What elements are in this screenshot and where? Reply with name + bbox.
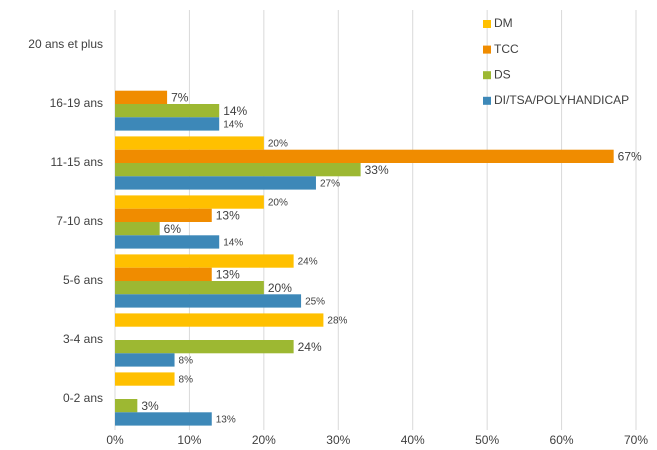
legend-swatch xyxy=(483,96,491,105)
legend-label: DI/TSA/POLYHANDICAP xyxy=(494,93,629,107)
data-label: 13% xyxy=(216,268,240,282)
y-tick-label: 5-6 ans xyxy=(63,273,103,287)
data-label: 6% xyxy=(164,222,182,236)
data-label: 28% xyxy=(327,316,347,327)
legend-label: TCC xyxy=(494,42,519,56)
data-label: 24% xyxy=(298,340,322,354)
bar xyxy=(115,254,294,268)
x-tick-label: 60% xyxy=(550,433,574,447)
bar xyxy=(115,313,324,327)
data-label: 25% xyxy=(305,297,325,308)
bar xyxy=(115,117,220,131)
bar xyxy=(115,136,264,150)
legend-swatch xyxy=(483,45,491,54)
y-tick-label: 7-10 ans xyxy=(56,214,103,228)
data-label: 13% xyxy=(216,209,240,223)
legend-label: DS xyxy=(494,67,511,81)
bar xyxy=(115,195,264,209)
bar xyxy=(115,176,316,190)
x-tick-label: 70% xyxy=(624,433,648,447)
y-tick-label: 11-15 ans xyxy=(51,155,103,169)
legend-swatch xyxy=(483,71,491,80)
bar xyxy=(115,149,614,163)
bar xyxy=(115,399,138,413)
bar xyxy=(115,281,264,295)
x-tick-label: 0% xyxy=(106,433,124,447)
y-tick-label: 20 ans et plus xyxy=(28,37,103,51)
data-label: 13% xyxy=(216,415,236,426)
bar xyxy=(115,340,294,354)
data-label: 14% xyxy=(223,120,243,131)
data-label: 8% xyxy=(179,375,194,386)
bar xyxy=(115,222,160,236)
bar xyxy=(115,267,212,281)
data-label: 20% xyxy=(268,281,292,295)
legend-label: DM xyxy=(494,16,513,30)
data-label: 7% xyxy=(171,91,189,105)
data-label: 20% xyxy=(268,198,288,209)
data-label: 14% xyxy=(223,104,247,118)
bar xyxy=(115,163,361,177)
data-label: 8% xyxy=(179,356,194,367)
bar xyxy=(115,353,175,367)
data-label: 3% xyxy=(141,399,159,413)
y-tick-label: 16-19 ans xyxy=(50,96,103,110)
y-tick-label: 3-4 ans xyxy=(63,332,103,346)
data-label: 27% xyxy=(320,179,340,190)
bar xyxy=(115,412,212,426)
x-tick-label: 20% xyxy=(252,433,276,447)
x-tick-label: 30% xyxy=(326,433,350,447)
legend-swatch xyxy=(483,20,491,28)
data-label: 24% xyxy=(298,257,318,268)
x-tick-label: 40% xyxy=(401,433,425,447)
bar xyxy=(115,208,212,222)
data-label: 14% xyxy=(223,238,243,249)
bar xyxy=(115,104,220,118)
bar xyxy=(115,235,220,249)
bar xyxy=(115,294,302,308)
data-label: 67% xyxy=(618,150,642,164)
x-tick-label: 10% xyxy=(177,433,201,447)
x-tick-label: 50% xyxy=(475,433,499,447)
data-label: 33% xyxy=(365,163,389,177)
y-tick-label: 0-2 ans xyxy=(63,391,103,405)
bar xyxy=(115,372,175,386)
data-label: 20% xyxy=(268,139,288,150)
bar xyxy=(115,90,168,104)
